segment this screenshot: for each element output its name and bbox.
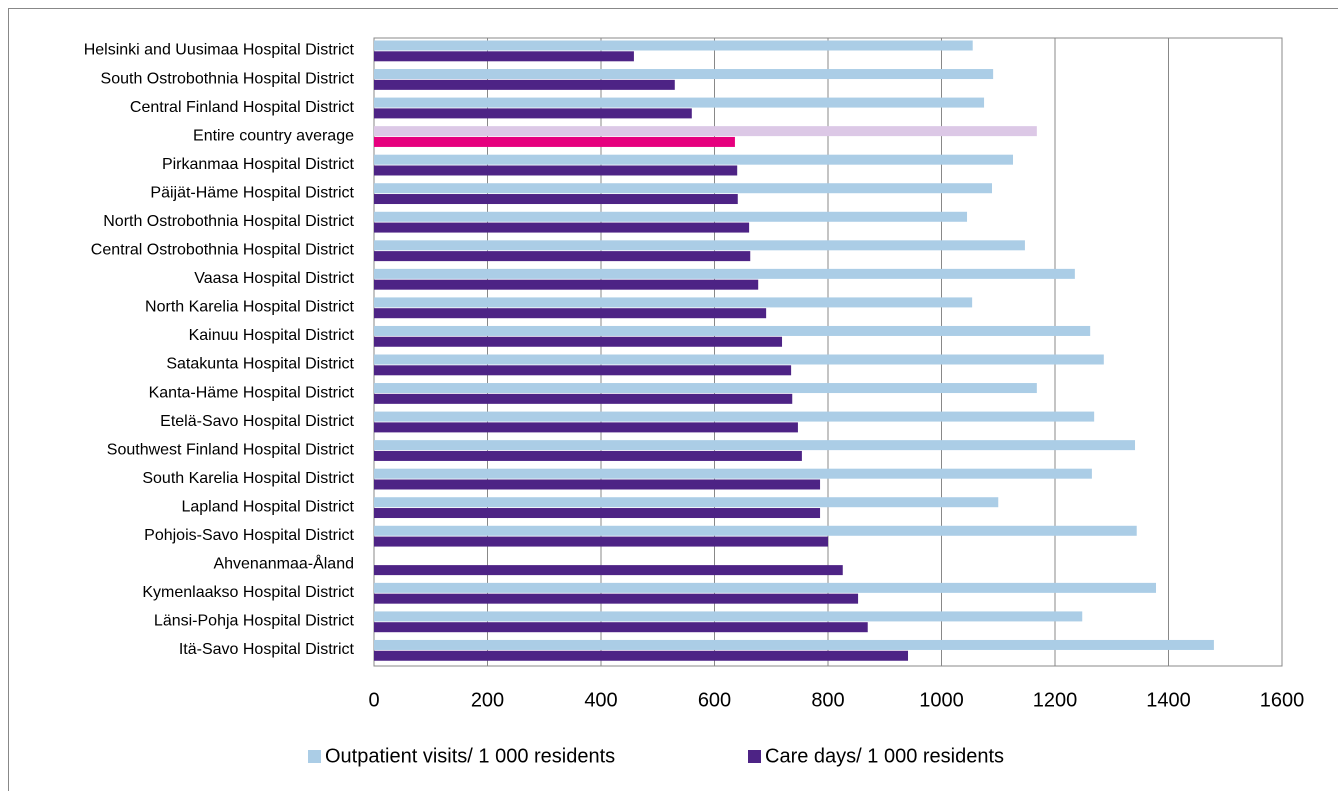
legend-label: Care days/ 1 000 residents [765, 745, 1004, 767]
bar [374, 354, 1104, 365]
y-tick-label: Etelä-Savo Hospital District [160, 413, 354, 430]
y-tick-label: Länsi-Pohja Hospital District [154, 613, 355, 630]
bar [374, 336, 783, 347]
bar [374, 194, 738, 205]
x-tick-label: 800 [811, 689, 844, 711]
x-tick-label: 0 [368, 689, 379, 711]
legend-label: Outpatient visits/ 1 000 residents [325, 745, 615, 767]
bar [374, 582, 1157, 593]
bar [374, 136, 735, 147]
bar [374, 622, 868, 633]
y-tick-label: North Karelia Hospital District [145, 299, 355, 316]
bar [374, 365, 792, 376]
y-tick-label: Pirkanmaa Hospital District [162, 156, 355, 173]
legend-swatch [308, 750, 321, 763]
bar [374, 593, 859, 604]
y-tick-label: North Ostrobothnia Hospital District [103, 213, 354, 230]
y-tick-label: Central Finland Hospital District [130, 99, 355, 116]
bar [374, 222, 750, 233]
y-tick-label: Central Ostrobothnia Hospital District [91, 242, 355, 259]
bar [374, 211, 968, 222]
bar [374, 479, 821, 490]
bar [374, 279, 759, 290]
bar [374, 40, 973, 51]
bar [374, 536, 828, 547]
x-tick-label: 1600 [1260, 689, 1305, 711]
bar [374, 611, 1083, 622]
bar [374, 450, 802, 461]
bar [374, 51, 634, 62]
x-tick-label: 1400 [1146, 689, 1191, 711]
bar [374, 97, 985, 108]
bar [374, 165, 738, 176]
bar [374, 240, 1025, 251]
y-tick-label: Kainuu Hospital District [189, 327, 355, 344]
bar [374, 525, 1137, 536]
y-tick-label: Lapland Hospital District [181, 498, 354, 515]
y-tick-label: Itä-Savo Hospital District [179, 641, 355, 658]
bar [374, 639, 1214, 650]
bar [374, 411, 1095, 422]
y-tick-label: Ahvenanmaa-Åland [213, 554, 354, 573]
x-tick-label: 600 [698, 689, 731, 711]
bar [374, 69, 994, 80]
y-tick-label: Vaasa Hospital District [194, 270, 354, 287]
y-tick-label: South Ostrobothnia Hospital District [101, 70, 355, 87]
y-tick-label: Päijät-Häme Hospital District [150, 184, 354, 201]
y-tick-label: Kymenlaakso Hospital District [142, 584, 354, 601]
x-tick-label: 400 [584, 689, 617, 711]
bar [374, 308, 767, 319]
bar [374, 468, 1092, 479]
y-tick-label: South Karelia Hospital District [142, 470, 354, 487]
bar [374, 393, 793, 404]
bar [374, 383, 1037, 394]
y-tick-label: Satakunta Hospital District [166, 356, 354, 373]
bar [374, 565, 843, 576]
bar [374, 126, 1037, 137]
x-tick-label: 1200 [1033, 689, 1078, 711]
y-tick-label: Helsinki and Uusimaa Hospital District [84, 42, 355, 59]
x-tick-label: 200 [471, 689, 504, 711]
y-tick-label: Pohjois-Savo Hospital District [144, 527, 354, 544]
bar [374, 154, 1014, 165]
bar [374, 297, 973, 308]
bar [374, 79, 675, 90]
bar [374, 422, 798, 433]
x-tick-label: 1000 [919, 689, 964, 711]
bar [374, 108, 692, 119]
y-tick-label: Entire country average [193, 127, 354, 144]
bar [374, 508, 821, 519]
bar [374, 497, 999, 508]
bar [374, 325, 1091, 336]
y-tick-label: Southwest Finland Hospital District [107, 441, 355, 458]
bar [374, 268, 1075, 279]
bar [374, 251, 751, 262]
legend-swatch [748, 750, 761, 763]
plot-border [373, 37, 1283, 667]
bar [374, 183, 993, 194]
y-tick-label: Kanta-Häme Hospital District [149, 384, 355, 401]
bar [374, 650, 909, 661]
bar [374, 440, 1136, 451]
